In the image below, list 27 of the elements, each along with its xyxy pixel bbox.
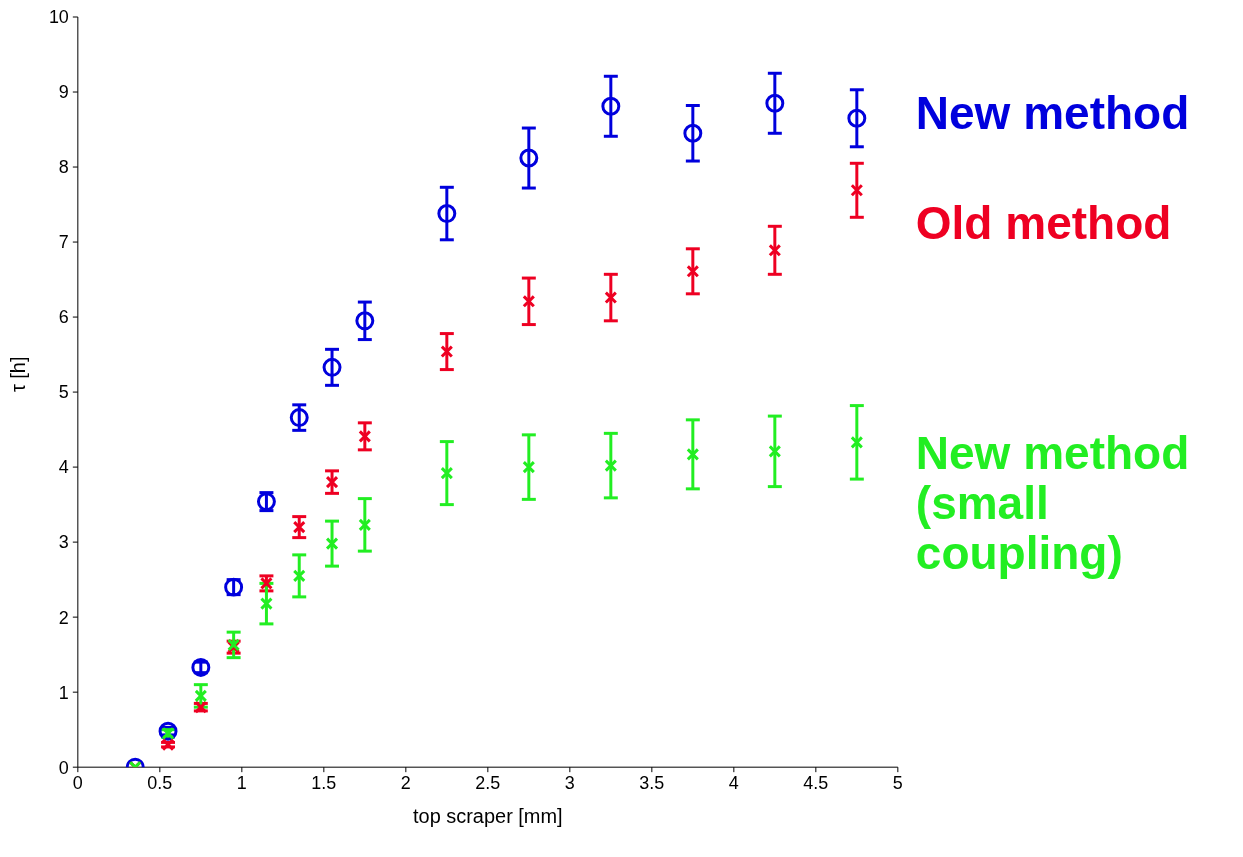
x-tick-label: 2: [400, 772, 411, 793]
y-tick-label: 4: [58, 457, 69, 478]
x-tick-label: 3: [564, 772, 575, 793]
y-tick-label: 5: [58, 382, 69, 403]
x-tick-label: 0: [72, 772, 83, 793]
y-tick-label: 7: [58, 232, 69, 253]
series-label: Old method: [915, 197, 1173, 249]
y-tick-label: 1: [58, 682, 69, 703]
x-tick-label: 2.5: [475, 772, 501, 793]
y-tick-label: 9: [58, 82, 69, 103]
series-label: New method (small coupling): [915, 427, 1191, 579]
y-tick-label: 6: [58, 307, 69, 328]
x-tick-label: 1: [236, 772, 247, 793]
x-tick-label: 4.5: [803, 772, 829, 793]
y-tick-label: 0: [58, 757, 69, 778]
x-tick-label: 1.5: [311, 772, 337, 793]
x-tick-label: 3.5: [639, 772, 665, 793]
y-tick-label: 2: [58, 607, 69, 628]
y-tick-label: 3: [58, 532, 69, 553]
series-label: New method: [915, 87, 1191, 139]
x-tick-label: 5: [892, 772, 903, 793]
y-tick-label: 8: [58, 157, 69, 178]
x-tick-label: 4: [728, 772, 739, 793]
y-axis-title: τ [h]: [7, 356, 30, 393]
x-axis-title: top scraper [mm]: [413, 805, 563, 828]
y-tick-label: 10: [48, 7, 69, 28]
x-tick-label: 0.5: [147, 772, 173, 793]
